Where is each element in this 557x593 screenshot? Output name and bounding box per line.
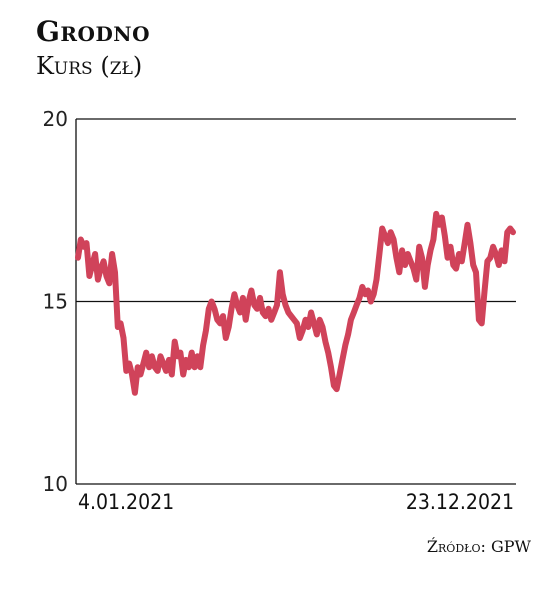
y-tick-label: 20 [43, 107, 68, 131]
price-series-line-0 [75, 210, 516, 396]
y-tick-label: 15 [43, 290, 68, 314]
x-tick-label: 4.01.2021 [78, 490, 174, 514]
chart-title: Grodno [36, 15, 151, 48]
x-tick-label: 23.12.2021 [406, 490, 514, 514]
y-tick-label: 10 [43, 472, 68, 496]
source-note: Źródło: GPW [426, 537, 531, 556]
y-tick-labels: 10 15 20 [43, 107, 68, 496]
chart-subtitle: Kurs (zł) [36, 52, 143, 80]
series-layer [75, 210, 516, 396]
x-tick-labels: 4.01.2021 23.12.2021 [78, 490, 514, 514]
axes [75, 118, 516, 485]
